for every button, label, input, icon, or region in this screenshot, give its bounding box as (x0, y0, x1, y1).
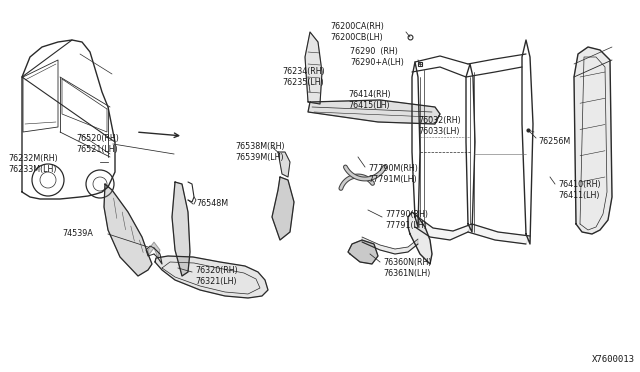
Text: 76290  (RH)
76290+A(LH): 76290 (RH) 76290+A(LH) (350, 47, 404, 67)
Text: 76232M(RH)
76233M(LH): 76232M(RH) 76233M(LH) (8, 154, 58, 174)
Text: 74539A: 74539A (62, 230, 93, 238)
Text: 76234(RH)
76235(LH): 76234(RH) 76235(LH) (282, 67, 324, 87)
Text: 76320(RH)
76321(LH): 76320(RH) 76321(LH) (195, 266, 237, 286)
Text: 76520(RH)
76521(LH): 76520(RH) 76521(LH) (76, 134, 119, 154)
Polygon shape (415, 217, 472, 240)
Polygon shape (305, 32, 322, 104)
Text: 76548M: 76548M (196, 199, 228, 208)
Polygon shape (348, 240, 378, 264)
Text: 76032(RH)
76033(LH): 76032(RH) 76033(LH) (418, 116, 461, 136)
Text: 76360N(RH)
76361N(LH): 76360N(RH) 76361N(LH) (383, 258, 431, 278)
Text: 76414(RH)
76415(LH): 76414(RH) 76415(LH) (348, 90, 390, 110)
Polygon shape (272, 177, 294, 240)
Polygon shape (278, 152, 290, 177)
Polygon shape (155, 256, 268, 298)
Polygon shape (408, 212, 432, 264)
Text: 76256M: 76256M (538, 138, 570, 147)
Polygon shape (362, 237, 418, 254)
Text: 76200CA(RH)
76200CB(LH): 76200CA(RH) 76200CB(LH) (330, 22, 384, 42)
Polygon shape (104, 184, 152, 276)
Text: 77790M(RH)
77791M(LH): 77790M(RH) 77791M(LH) (368, 164, 418, 184)
Polygon shape (468, 224, 530, 244)
Polygon shape (172, 182, 190, 276)
Polygon shape (574, 47, 612, 234)
Polygon shape (148, 242, 160, 258)
Text: 76410(RH)
76411(LH): 76410(RH) 76411(LH) (558, 180, 600, 200)
Text: 77790(RH)
77791(LH): 77790(RH) 77791(LH) (385, 210, 428, 230)
Polygon shape (308, 100, 440, 124)
Text: 76538M(RH)
76539M(LH): 76538M(RH) 76539M(LH) (235, 142, 285, 162)
Text: X7600013: X7600013 (592, 355, 635, 364)
